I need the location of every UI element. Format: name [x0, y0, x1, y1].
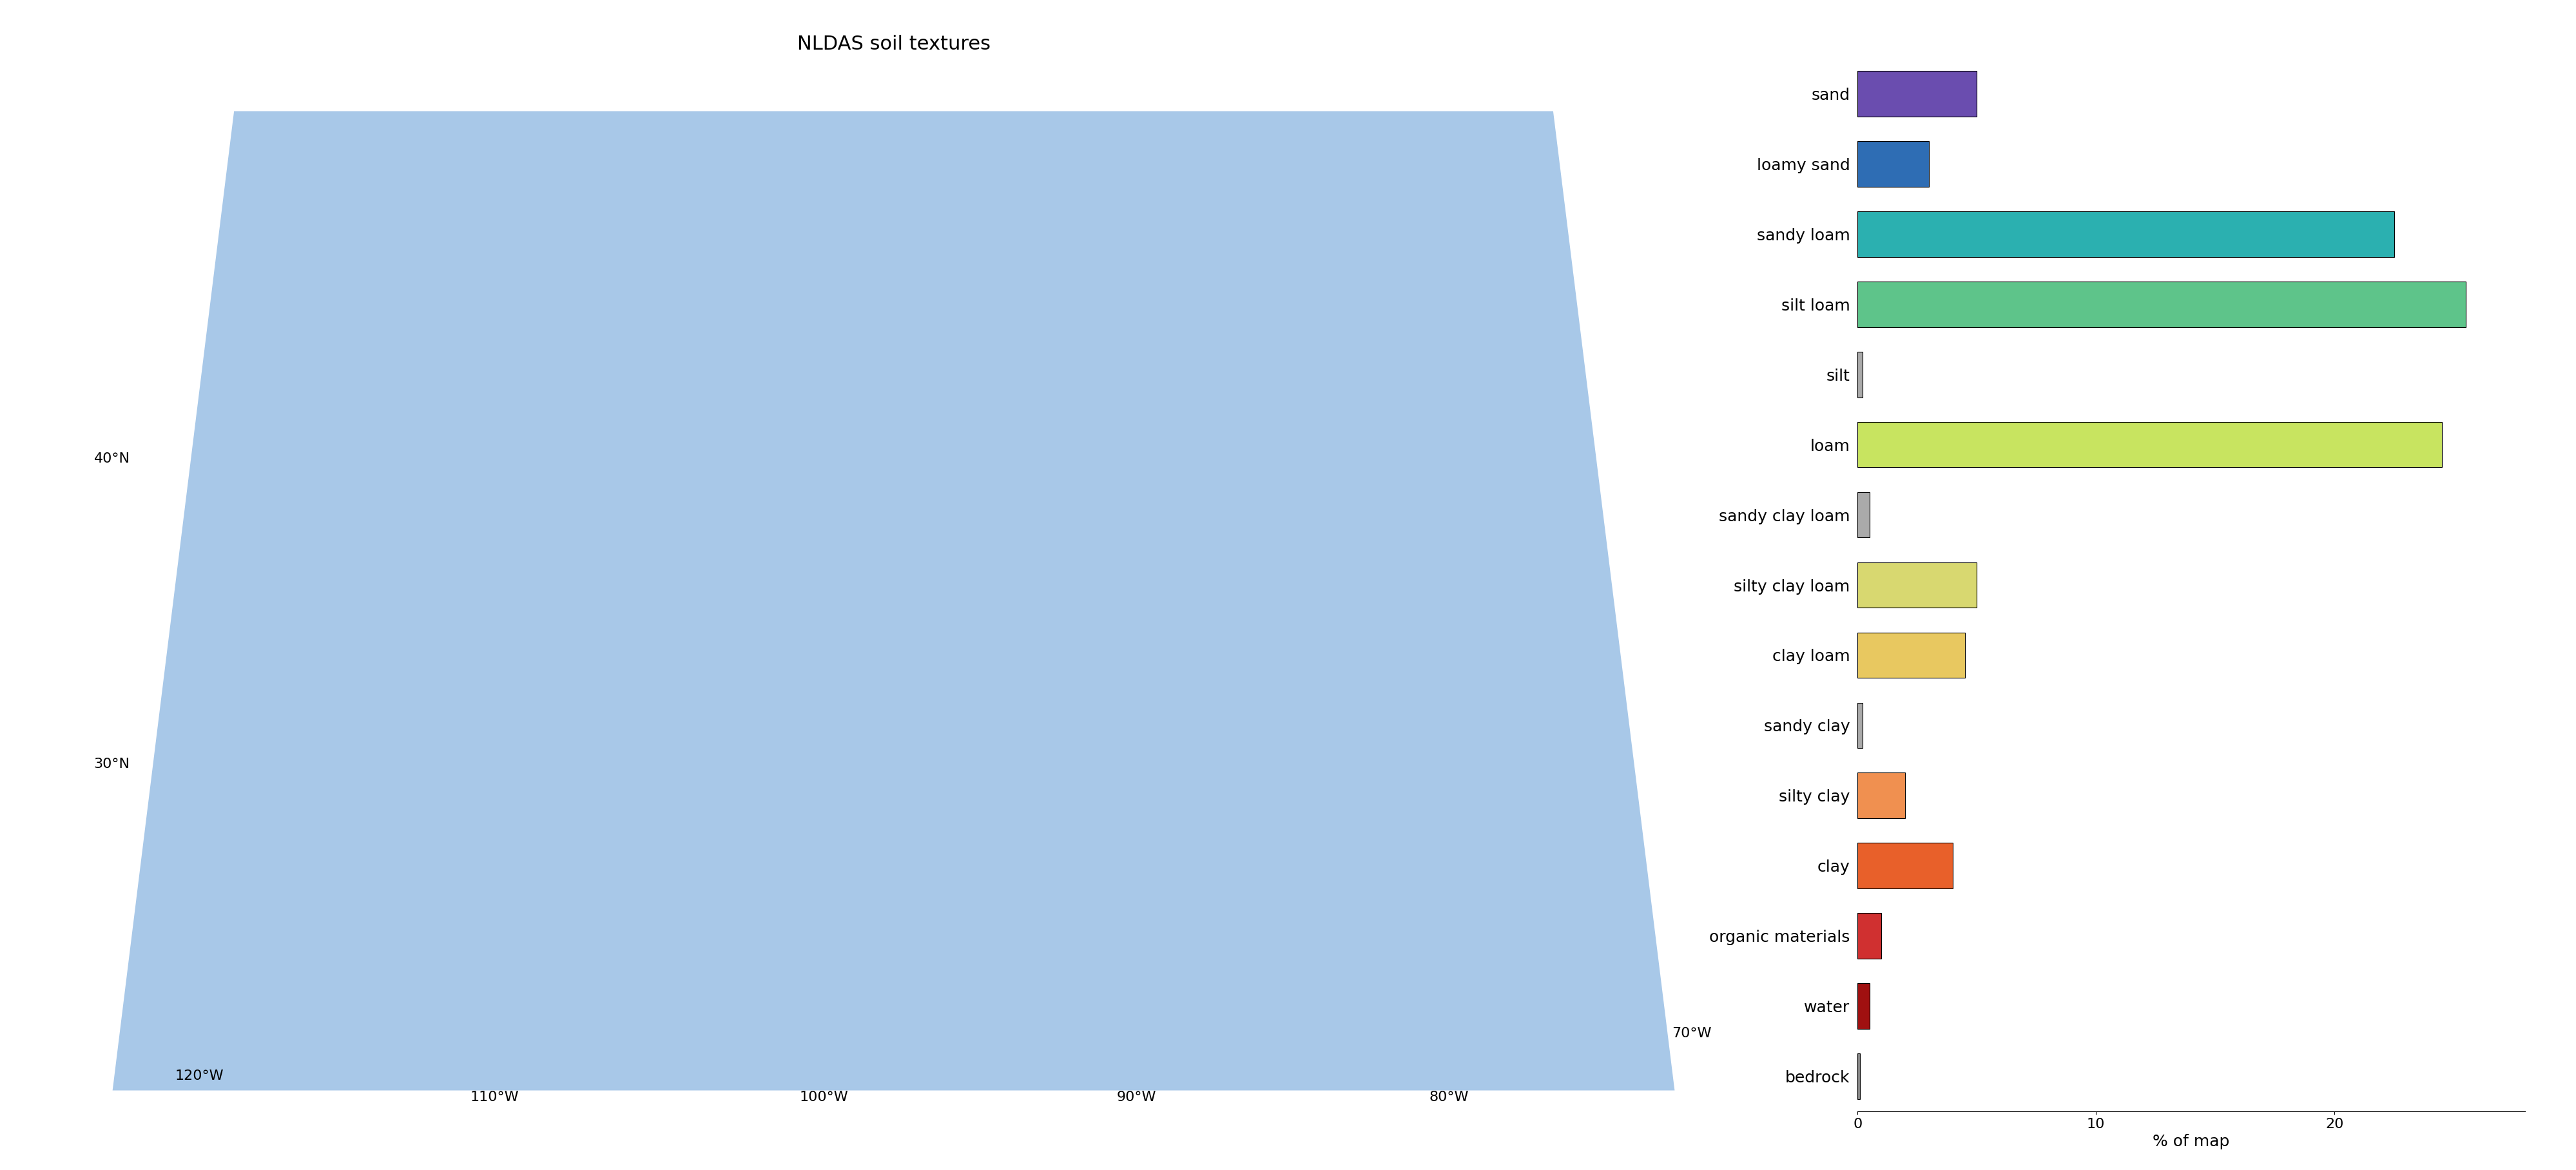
Bar [1857, 351, 1862, 398]
Title: NLDAS soil textures: NLDAS soil textures [796, 35, 989, 54]
Text: 100°W: 100°W [799, 1090, 848, 1103]
Bar [1857, 842, 1953, 889]
Bar [1857, 772, 1904, 819]
Text: 90°W: 90°W [1115, 1090, 1157, 1103]
Text: 120°W: 120°W [175, 1069, 224, 1082]
Text: 80°W: 80°W [1430, 1090, 1468, 1103]
X-axis label: % of map: % of map [2154, 1134, 2228, 1150]
Bar [1857, 702, 1862, 749]
Bar [1857, 562, 1976, 608]
Bar [1857, 140, 1929, 186]
Bar [1857, 211, 2393, 256]
Text: 70°W: 70°W [1672, 1027, 1710, 1040]
Bar [1857, 281, 2465, 326]
Text: 40°N: 40°N [93, 452, 129, 466]
Bar [1857, 421, 2442, 467]
Bar [1857, 491, 1870, 538]
Text: 110°W: 110°W [469, 1090, 518, 1103]
Bar [1857, 913, 1880, 959]
Bar [1857, 983, 1870, 1030]
Text: 30°N: 30°N [93, 757, 129, 771]
Bar [1857, 632, 1965, 679]
Polygon shape [113, 111, 1674, 1090]
Bar [1857, 70, 1976, 116]
